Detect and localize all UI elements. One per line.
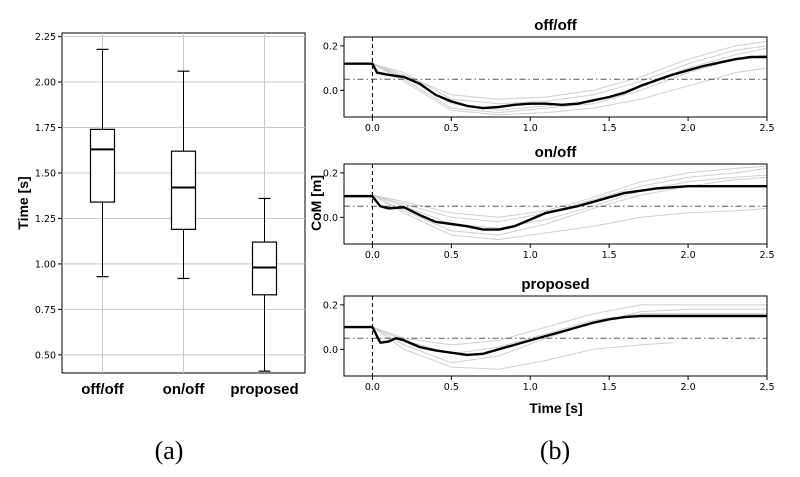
xtick-label: 2.0	[681, 382, 696, 393]
panel-label-b: (b)	[540, 436, 570, 465]
trial-trace	[344, 174, 768, 229]
trial-trace	[344, 176, 768, 236]
category-label-off-off: off/off	[81, 381, 124, 398]
panel-label-a: (a)	[155, 436, 184, 465]
xtick-label: 1.5	[602, 123, 617, 134]
trial-trace	[344, 308, 767, 364]
box-off-off	[89, 48, 116, 278]
xtick-label: 2.5	[759, 382, 774, 393]
boxplot-ytick-label: 0.75	[35, 305, 56, 316]
boxplot-ytick-label: 1.50	[35, 169, 56, 180]
median-trace	[344, 185, 767, 231]
boxplot-ytick-label: 1.00	[35, 259, 56, 270]
ytick-label: 0.2	[323, 41, 338, 52]
boxplot-ytick-label: 0.50	[35, 350, 56, 361]
boxplot-boxes	[89, 48, 278, 372]
trial-trace	[344, 167, 768, 223]
boxplot-ytick-label: 2.25	[35, 32, 56, 43]
subplot-frame	[343, 163, 768, 245]
com-subplot-off-off: off/off 0.2 0.0 0.0 0.5 1.0 1.5 2.0 2.5	[323, 17, 775, 134]
com-y-axis-label: CoM [m]	[308, 175, 324, 231]
box-iqr	[89, 128, 116, 203]
com-subplot-proposed: proposed 0.2 0.0 0.0 0.5 1.0 1.5 2.0 2.5	[323, 276, 775, 393]
xtick-label: 1.0	[523, 250, 538, 261]
boxplot-ytick-label: 1.75	[35, 123, 56, 134]
median-trace	[344, 314, 767, 357]
box-on-off	[170, 70, 197, 280]
com-x-axis-label: Time [s]	[529, 400, 582, 416]
trial-trace	[344, 165, 768, 218]
xtick-label: 1.5	[602, 382, 617, 393]
subplot-title: on/off	[535, 144, 578, 161]
xtick-label: 1.0	[523, 123, 538, 134]
xtick-label: 2.0	[681, 123, 696, 134]
category-label-proposed: proposed	[230, 381, 298, 398]
boxplot-ytick-label: 2.00	[35, 78, 56, 89]
xtick-label: 0.0	[365, 250, 380, 261]
xtick-label: 2.0	[681, 250, 696, 261]
trial-trace	[344, 47, 768, 111]
trial-trace	[344, 313, 767, 355]
trial-trace	[344, 326, 673, 370]
median-trace	[344, 55, 767, 110]
ytick-label: 0.2	[323, 300, 338, 311]
xtick-label: 0.0	[365, 382, 380, 393]
xtick-label: 2.5	[759, 123, 774, 134]
trial-trace	[344, 40, 768, 100]
com-subplot-on-off: on/off 0.2 0.0 0.0 0.5 1.0 1.5 2.0 2.5	[323, 144, 775, 261]
com-subplots: off/off 0.2 0.0 0.0 0.5 1.0 1.5 2.0 2.5 on/off 0.2…	[323, 17, 775, 393]
boxplot-chart: 2.25 2.00 1.75 1.50 1.25 1.00 0.75 0.50 off/off…	[15, 32, 306, 398]
xtick-label: 1.5	[602, 250, 617, 261]
boxplot-category-labels: off/off on/off proposed	[81, 381, 298, 398]
xtick-label: 0.5	[444, 250, 459, 261]
com-traces-chart: off/off 0.2 0.0 0.0 0.5 1.0 1.5 2.0 2.5 on/off 0.2…	[308, 17, 775, 416]
box-proposed	[251, 197, 278, 372]
ytick-label: 0.0	[323, 213, 338, 224]
xtick-label: 0.5	[444, 123, 459, 134]
subplot-frame	[343, 36, 768, 118]
xtick-label: 1.0	[523, 382, 538, 393]
subplot-frame	[343, 295, 768, 377]
subplot-title: off/off	[534, 17, 577, 34]
xtick-label: 0.5	[444, 382, 459, 393]
ytick-label: 0.0	[323, 345, 338, 356]
box-iqr	[170, 150, 197, 230]
boxplot-y-tick-labels: 2.25 2.00 1.75 1.50 1.25 1.00 0.75 0.50	[35, 32, 56, 361]
xtick-label: 2.5	[759, 250, 774, 261]
subplot-title: proposed	[521, 276, 589, 293]
category-label-on-off: on/off	[163, 381, 206, 398]
trial-trace	[344, 54, 768, 114]
trial-trace	[344, 304, 767, 346]
xtick-label: 0.0	[365, 123, 380, 134]
boxplot-y-axis-label: Time [s]	[15, 176, 31, 229]
ytick-label: 0.0	[323, 86, 338, 97]
boxplot-ytick-label: 1.25	[35, 214, 56, 225]
ytick-label: 0.2	[323, 168, 338, 179]
trial-trace	[344, 45, 768, 105]
